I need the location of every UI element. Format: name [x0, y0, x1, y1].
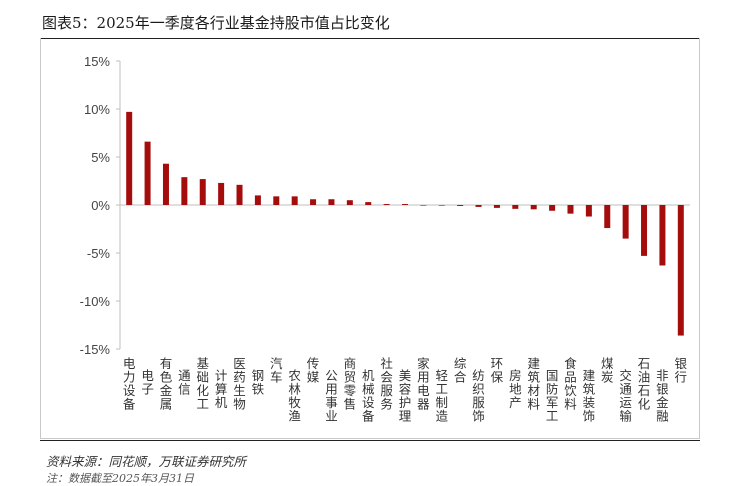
bar [236, 184, 243, 205]
bar [641, 205, 648, 256]
bar [218, 182, 225, 205]
bar [420, 205, 427, 206]
x-tick-label: 汽车 [270, 356, 283, 385]
bar [181, 177, 188, 205]
x-tick-label: 石油石化 [638, 356, 651, 412]
x-tick-label: 环保 [491, 356, 504, 385]
chart-frame [40, 38, 700, 439]
x-tick-label: 交通运输 [619, 368, 632, 424]
x-tick-label: 社会服务 [380, 356, 393, 412]
bar [659, 205, 666, 266]
x-tick-label: 食品饮料 [564, 356, 577, 412]
bar [530, 205, 537, 210]
bar [144, 141, 151, 205]
x-tick-label: 非银金融 [656, 368, 669, 424]
top-rule [40, 38, 700, 39]
bar-chart: 15% 10% 5% 0% -5% -10% -15% 电力设备电子有色金属通信基础化工计算机… [80, 54, 690, 424]
x-tick-label: 医药生物 [233, 356, 246, 412]
x-tick-label: 建筑材料 [527, 356, 540, 412]
x-tick-label: 钢铁 [252, 368, 265, 397]
bar [438, 205, 445, 206]
figure-caption: 图表5：2025年一季度各行业基金持股市值占比变化 [42, 14, 390, 32]
x-tick-label: 家用电器 [417, 356, 430, 412]
bar [604, 205, 611, 229]
bottom-rule [40, 440, 700, 441]
bar [457, 205, 464, 206]
y-tick-label: 5% [91, 150, 110, 165]
bar [677, 205, 684, 336]
x-tick-label: 建筑装饰 [583, 368, 596, 424]
x-tick-label: 电子 [141, 368, 154, 397]
x-tick-label: 轻工制造 [436, 368, 449, 424]
y-tick-label: -15% [80, 342, 111, 357]
x-tick-label: 通信 [178, 368, 191, 397]
bar [346, 200, 353, 205]
bar [328, 199, 335, 205]
bar [567, 205, 574, 214]
x-tick-label: 电力设备 [123, 356, 136, 412]
x-tick-label: 公用事业 [325, 368, 338, 424]
x-tick-label: 机械设备 [362, 368, 375, 424]
x-tick-label: 有色金属 [160, 356, 173, 412]
x-tick-label: 计算机 [215, 368, 228, 410]
x-tick-label: 银行 [675, 356, 688, 385]
bar [273, 196, 280, 205]
y-tick-label: 15% [84, 54, 110, 69]
bar [512, 205, 519, 209]
data-date-note: 注：数据截至2025年3月31日 [46, 472, 194, 485]
bar [585, 205, 592, 217]
bar [199, 179, 206, 205]
bar [162, 163, 169, 205]
x-tick-label: 煤炭 [601, 356, 614, 385]
bar [549, 205, 556, 211]
bar [291, 196, 298, 205]
y-tick-label: 10% [84, 102, 110, 117]
bar [402, 204, 408, 205]
x-tick-label: 综合 [454, 356, 467, 385]
bar [383, 204, 390, 205]
bar [310, 199, 317, 205]
bar [493, 205, 500, 208]
y-tick-label: 0% [91, 198, 110, 213]
x-tick-label: 纺织服饰 [472, 368, 485, 424]
bar [254, 195, 261, 205]
bar [126, 111, 133, 205]
source-note: 资料来源：同花顺，万联证券研究所 [46, 454, 247, 469]
x-tick-label: 房地产 [509, 368, 522, 410]
bar [622, 205, 629, 239]
x-tick-label: 农林牧渔 [288, 368, 301, 424]
x-tick-label: 国防军工 [546, 368, 559, 424]
bar [475, 205, 482, 207]
y-tick-label: -10% [80, 294, 111, 309]
x-tick-label: 传媒 [307, 356, 320, 385]
x-tick-label: 商贸零售 [344, 356, 357, 412]
x-tick-label: 美容护理 [399, 368, 412, 424]
bar [365, 202, 372, 205]
x-tick-label: 基础化工 [196, 356, 209, 412]
y-tick-label: -5% [87, 246, 111, 261]
